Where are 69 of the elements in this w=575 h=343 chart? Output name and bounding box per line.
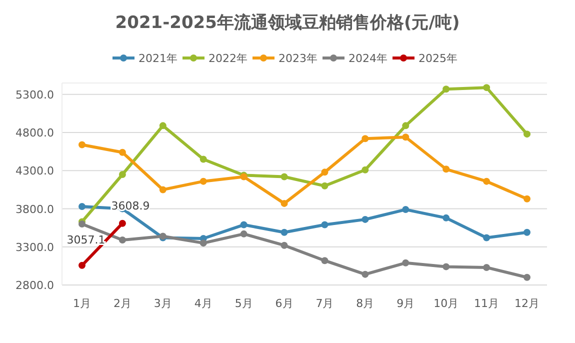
point: [159, 186, 166, 194]
point: [321, 221, 328, 228]
point: [524, 130, 530, 138]
data-label: 3608.9: [111, 199, 150, 212]
point: [321, 257, 328, 264]
point: [118, 148, 126, 156]
point: [524, 195, 530, 202]
chart-title: 2021-2025年流通领域豆粕销售价格(元/吨): [115, 13, 460, 33]
point: [118, 170, 126, 178]
x-tick-label: 3月: [154, 297, 172, 310]
point: [78, 262, 86, 269]
point: [442, 166, 450, 173]
x-tick-label: 11月: [474, 297, 500, 310]
point: [402, 206, 410, 214]
x-tick-label: 4月: [194, 297, 212, 310]
point: [200, 240, 207, 247]
point: [402, 259, 410, 266]
x-tick-label: 5月: [234, 297, 253, 310]
point: [362, 270, 369, 278]
data-label: 3057.1: [66, 233, 106, 246]
point: [280, 228, 288, 236]
point: [483, 84, 490, 92]
y-tick-label: 5300.0: [16, 88, 54, 102]
x-tick-label: 10月: [434, 297, 459, 310]
point: [118, 220, 126, 227]
point: [321, 182, 328, 190]
x-tick-label: 7月: [316, 297, 334, 310]
point: [362, 135, 369, 142]
point: [442, 214, 450, 222]
point: [240, 230, 248, 238]
x-tick-label: 9月: [396, 297, 415, 310]
point: [200, 156, 207, 163]
point: [118, 236, 126, 244]
point: [402, 134, 410, 141]
point: [402, 122, 410, 130]
point: [483, 264, 490, 271]
point: [362, 216, 369, 223]
x-tick-label: 1月: [73, 297, 91, 310]
y-tick-label: 4800.0: [16, 126, 54, 140]
y-tick-label: 4300.0: [16, 164, 54, 178]
point: [524, 228, 530, 236]
legend-label: 2022年: [208, 52, 248, 65]
point: [362, 166, 369, 174]
point: [483, 234, 490, 242]
point: [442, 263, 450, 270]
x-tick-label: 8月: [356, 297, 374, 310]
y-tick-label: 3300.0: [16, 240, 54, 254]
point: [280, 173, 288, 180]
point: [200, 178, 207, 185]
x-tick-label: 2月: [113, 297, 132, 310]
point: [78, 141, 86, 148]
x-tick-label: 12月: [514, 297, 540, 310]
legend-label: 2021年: [138, 52, 178, 65]
point: [280, 200, 288, 207]
x-tick-label: 6月: [275, 297, 294, 310]
point: [321, 168, 328, 176]
point: [78, 220, 86, 228]
legend-label: 2023年: [278, 52, 318, 65]
point: [483, 178, 490, 185]
y-tick-label: 2800.0: [16, 279, 54, 292]
point: [78, 202, 86, 210]
y-tick-label: 3800.0: [16, 202, 54, 216]
point: [159, 122, 166, 130]
point: [524, 274, 530, 281]
legend-label: 2024年: [348, 52, 388, 65]
point: [280, 242, 288, 249]
point: [442, 86, 450, 93]
legend-label: 2025年: [418, 52, 458, 65]
point: [240, 221, 248, 228]
